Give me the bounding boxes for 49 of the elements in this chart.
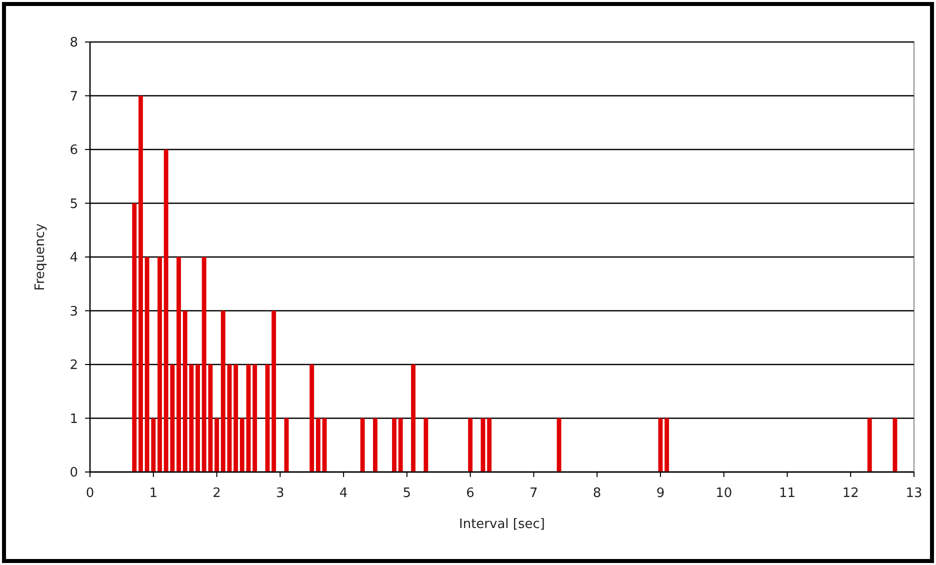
bar [272,310,276,472]
bar [310,364,314,472]
x-tick-label: 10 [716,486,732,501]
bar [556,418,562,472]
x-tick-label: 4 [339,486,348,501]
bar [487,418,492,472]
x-tick-label: 7 [530,486,538,501]
x-tick-label: 6 [466,486,474,501]
y-tick-label: 6 [70,143,78,158]
bar [398,418,403,472]
bar [424,418,428,472]
bar [132,203,137,472]
bar [658,418,663,472]
x-tick-label: 9 [656,486,665,501]
bar [373,418,378,472]
bar [196,364,200,472]
x-tick-label: 13 [906,486,922,501]
bar [138,96,143,472]
bar [468,418,473,472]
bar [214,418,219,472]
x-tick-label: 2 [212,486,221,501]
y-tick-label: 1 [70,412,78,427]
bar [158,257,162,472]
y-tick-label: 7 [70,89,78,104]
x-tick-label: 5 [402,486,412,501]
y-axis-title: Frequency [33,223,48,291]
y-tick-label: 5 [70,196,78,212]
bar [265,364,270,472]
y-tick-label: 3 [70,304,78,320]
bar [664,418,670,472]
bar [316,418,320,472]
x-tick-label: 11 [778,486,796,501]
bar [252,364,258,472]
bar [176,257,181,472]
bar [867,418,872,472]
x-tick-label: 0 [86,486,94,501]
x-tick-label: 3 [276,486,284,501]
x-tick-label: 12 [842,486,859,501]
y-tick-label: 8 [70,36,78,51]
x-tick-label: 8 [592,486,602,501]
y-tick-label: 0 [70,466,78,481]
x-tick-label: 1 [149,486,158,501]
y-tick-label: 2 [70,358,78,374]
y-tick-label: 4 [70,250,78,266]
bar [392,418,396,472]
x-axis-title: Interval [sec] [459,517,545,532]
bar [234,364,238,472]
bar [411,364,416,472]
bar [360,418,365,472]
